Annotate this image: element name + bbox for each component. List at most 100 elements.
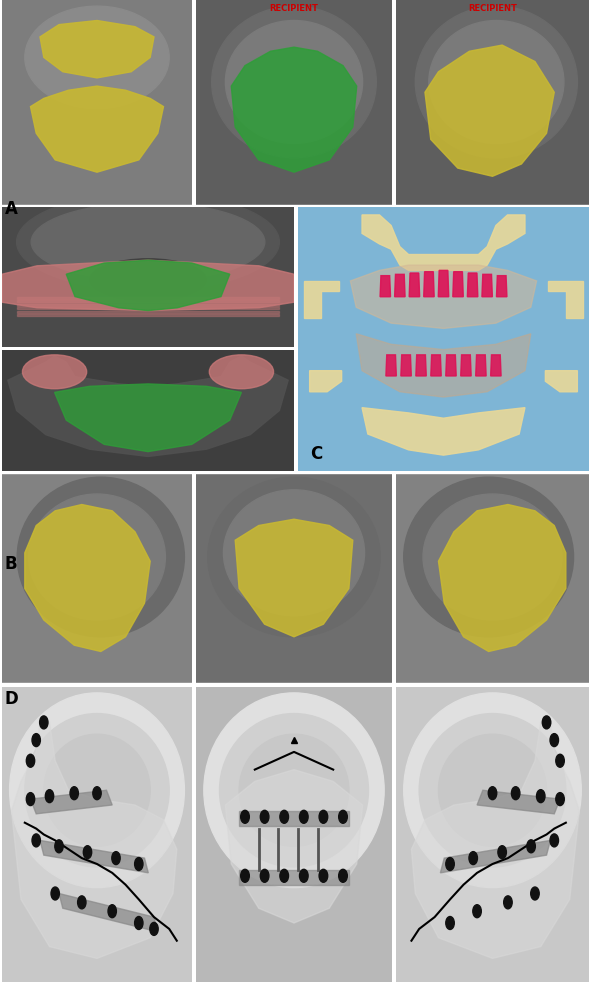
Circle shape bbox=[70, 787, 78, 800]
Ellipse shape bbox=[429, 21, 564, 144]
Circle shape bbox=[78, 896, 86, 909]
Polygon shape bbox=[356, 333, 531, 397]
Circle shape bbox=[527, 840, 535, 853]
Polygon shape bbox=[231, 47, 357, 173]
Text: RECIPIENT: RECIPIENT bbox=[468, 4, 517, 13]
Polygon shape bbox=[412, 723, 579, 958]
Circle shape bbox=[55, 840, 63, 853]
Ellipse shape bbox=[17, 193, 279, 291]
Circle shape bbox=[112, 852, 120, 865]
Circle shape bbox=[488, 787, 497, 800]
Polygon shape bbox=[401, 355, 412, 376]
Circle shape bbox=[556, 793, 565, 806]
Polygon shape bbox=[30, 790, 112, 813]
Bar bbox=[17, 300, 279, 302]
Polygon shape bbox=[239, 870, 349, 884]
Bar bbox=[17, 304, 279, 306]
Polygon shape bbox=[438, 505, 566, 652]
Bar bbox=[17, 315, 279, 317]
Circle shape bbox=[32, 734, 40, 746]
Polygon shape bbox=[235, 520, 353, 637]
Polygon shape bbox=[8, 356, 288, 457]
Circle shape bbox=[84, 846, 92, 859]
Polygon shape bbox=[467, 273, 478, 297]
Polygon shape bbox=[409, 273, 420, 297]
Circle shape bbox=[550, 834, 559, 847]
Circle shape bbox=[319, 810, 328, 823]
Text: A: A bbox=[5, 200, 18, 218]
Circle shape bbox=[45, 790, 54, 803]
Circle shape bbox=[26, 754, 34, 767]
Polygon shape bbox=[424, 272, 434, 297]
Polygon shape bbox=[476, 355, 486, 376]
Polygon shape bbox=[59, 893, 158, 932]
Polygon shape bbox=[304, 281, 339, 317]
Ellipse shape bbox=[419, 714, 566, 867]
Circle shape bbox=[241, 810, 249, 823]
Polygon shape bbox=[30, 86, 164, 173]
Circle shape bbox=[280, 810, 289, 823]
Polygon shape bbox=[394, 274, 405, 297]
Polygon shape bbox=[425, 45, 554, 176]
Circle shape bbox=[319, 870, 328, 882]
Circle shape bbox=[498, 846, 506, 859]
Polygon shape bbox=[477, 790, 560, 813]
Ellipse shape bbox=[404, 693, 581, 887]
Circle shape bbox=[299, 870, 308, 882]
Polygon shape bbox=[2, 260, 294, 311]
Circle shape bbox=[556, 754, 565, 767]
Circle shape bbox=[40, 716, 48, 729]
Text: B: B bbox=[5, 555, 18, 573]
Circle shape bbox=[542, 716, 551, 729]
Ellipse shape bbox=[25, 714, 169, 867]
Text: RECIPIENT: RECIPIENT bbox=[270, 4, 318, 13]
Polygon shape bbox=[310, 371, 342, 391]
Ellipse shape bbox=[423, 494, 562, 620]
Bar bbox=[17, 297, 279, 299]
Circle shape bbox=[339, 870, 347, 882]
Polygon shape bbox=[55, 384, 241, 452]
Polygon shape bbox=[546, 371, 578, 391]
Circle shape bbox=[108, 905, 116, 918]
Polygon shape bbox=[453, 272, 463, 297]
Polygon shape bbox=[11, 723, 177, 958]
Bar bbox=[17, 311, 279, 313]
Polygon shape bbox=[350, 265, 537, 328]
Ellipse shape bbox=[25, 6, 169, 108]
Circle shape bbox=[446, 917, 454, 930]
Polygon shape bbox=[441, 840, 550, 873]
Ellipse shape bbox=[204, 693, 384, 887]
Ellipse shape bbox=[28, 494, 165, 620]
Circle shape bbox=[135, 858, 143, 871]
Circle shape bbox=[469, 852, 477, 865]
Polygon shape bbox=[362, 407, 525, 456]
Circle shape bbox=[51, 887, 59, 900]
Ellipse shape bbox=[415, 6, 578, 158]
Circle shape bbox=[473, 905, 482, 918]
Ellipse shape bbox=[23, 355, 87, 388]
Ellipse shape bbox=[212, 6, 377, 158]
Polygon shape bbox=[438, 270, 449, 297]
Polygon shape bbox=[66, 260, 229, 311]
Bar bbox=[17, 307, 279, 310]
Ellipse shape bbox=[9, 693, 184, 887]
Ellipse shape bbox=[44, 735, 150, 846]
Circle shape bbox=[93, 787, 101, 800]
Ellipse shape bbox=[208, 477, 380, 637]
Ellipse shape bbox=[209, 355, 273, 388]
Polygon shape bbox=[380, 276, 391, 297]
Polygon shape bbox=[416, 355, 426, 376]
Polygon shape bbox=[549, 281, 583, 317]
Polygon shape bbox=[25, 505, 150, 652]
Ellipse shape bbox=[31, 203, 265, 281]
Circle shape bbox=[537, 790, 545, 803]
Polygon shape bbox=[40, 840, 148, 873]
Circle shape bbox=[150, 923, 158, 936]
Circle shape bbox=[135, 917, 143, 930]
Ellipse shape bbox=[90, 258, 206, 301]
Polygon shape bbox=[386, 355, 396, 376]
Circle shape bbox=[339, 810, 347, 823]
Circle shape bbox=[446, 858, 454, 871]
Circle shape bbox=[550, 734, 559, 746]
Circle shape bbox=[511, 787, 520, 800]
